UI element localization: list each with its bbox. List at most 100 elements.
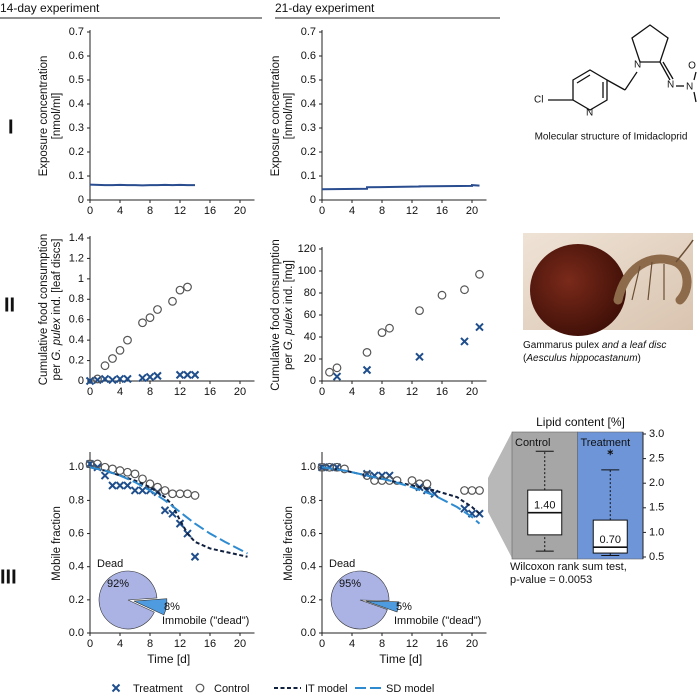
photo-caption-part: ( bbox=[523, 353, 527, 364]
pie-slice bbox=[98, 570, 158, 630]
y-tick-label: 100 bbox=[298, 265, 316, 277]
marker-circle bbox=[168, 296, 177, 306]
y-tick-label: 1.0 bbox=[301, 461, 316, 473]
marker-circle bbox=[175, 489, 185, 499]
pie-value-label: 5% bbox=[396, 601, 412, 613]
y-tick-label: 0.2 bbox=[301, 594, 316, 606]
marker-x bbox=[85, 376, 95, 386]
atom: Cl bbox=[534, 95, 543, 106]
legend-label: IT model bbox=[305, 683, 348, 695]
model-line bbox=[89, 466, 248, 558]
atom: N bbox=[634, 60, 641, 71]
photo-caption: (Aesculus hippocastanum) bbox=[523, 353, 641, 364]
y-axis-label-part: Cumulative food consumption bbox=[270, 239, 282, 391]
y-tick-label: 0.2 bbox=[69, 594, 84, 606]
marker-circle bbox=[362, 348, 372, 357]
line bbox=[321, 184, 480, 191]
column-title: 14-day experiment bbox=[0, 1, 100, 15]
marker-x bbox=[138, 373, 147, 383]
x-tick-label: 4 bbox=[349, 638, 355, 650]
photo bbox=[523, 233, 694, 336]
x-tick-label: 0 bbox=[87, 205, 93, 217]
x-tick-label: 12 bbox=[406, 638, 418, 650]
pie-slice bbox=[330, 570, 390, 630]
marker-circle bbox=[123, 467, 132, 477]
y-tick-label: 0.5 bbox=[649, 551, 664, 563]
legend-marker bbox=[111, 683, 121, 693]
y-axis-label-part: per bbox=[283, 350, 295, 370]
x-tick-label: 0 bbox=[319, 205, 325, 217]
pie-value-label: 95% bbox=[339, 578, 361, 590]
marker-x bbox=[460, 337, 469, 346]
y-tick-label: 2.0 bbox=[649, 477, 664, 489]
y-tick-label: 0.1 bbox=[69, 170, 84, 182]
marker-x bbox=[175, 370, 185, 380]
row-label: III bbox=[0, 566, 17, 588]
marker-circle bbox=[422, 479, 432, 489]
y-axis-label: Cumulative food consumption bbox=[38, 234, 50, 386]
marker-circle bbox=[437, 290, 447, 300]
model-line bbox=[321, 466, 481, 515]
y-tick-label: 0.0 bbox=[69, 627, 84, 639]
y-tick-label: 0.6 bbox=[301, 527, 316, 539]
pie-label: Dead bbox=[329, 558, 355, 570]
marker-x bbox=[108, 481, 117, 490]
marker-circle bbox=[100, 361, 110, 371]
marker-x bbox=[190, 370, 200, 380]
marker-circle bbox=[332, 363, 342, 373]
row-label: II bbox=[4, 294, 15, 316]
median-label: 0.70 bbox=[600, 534, 621, 546]
marker-circle bbox=[377, 328, 387, 338]
marker-x bbox=[85, 459, 95, 469]
y-tick-label: 2.5 bbox=[649, 453, 664, 465]
marker-x bbox=[153, 371, 162, 381]
photo-caption-part: and a leaf disc bbox=[599, 340, 666, 351]
y-axis-label: Exposure concentration bbox=[270, 56, 282, 177]
y-tick-label: 0.3 bbox=[69, 122, 84, 134]
y-tick-label: 1.2 bbox=[69, 252, 84, 264]
x-tick-label: 8 bbox=[379, 386, 385, 398]
marker-x bbox=[115, 374, 125, 384]
x-tick-label: 4 bbox=[349, 386, 355, 398]
marker-x bbox=[317, 463, 327, 472]
y-tick-label: 0.6 bbox=[301, 50, 316, 62]
marker-circle bbox=[467, 486, 477, 495]
molecule bbox=[548, 24, 697, 111]
y-tick-label: 0 bbox=[310, 375, 316, 387]
x-tick-label: 16 bbox=[436, 638, 448, 650]
y-axis-label-part: per bbox=[51, 361, 63, 381]
y-tick-label: 0.2 bbox=[69, 354, 84, 366]
pie-label: Immobile ("dead") bbox=[394, 615, 481, 627]
marker-circle bbox=[460, 486, 469, 495]
y-axis-label: [nmol/ml] bbox=[283, 93, 295, 140]
model-line bbox=[321, 466, 481, 525]
y-tick-label: 1 bbox=[78, 273, 84, 285]
line bbox=[89, 183, 195, 187]
marker-x bbox=[138, 486, 147, 495]
marker-circle bbox=[93, 459, 102, 469]
x-tick-label: 16 bbox=[204, 638, 216, 650]
marker-circle bbox=[138, 474, 147, 484]
marker-x bbox=[332, 372, 342, 381]
y-axis-label: [nmol/ml] bbox=[51, 93, 63, 140]
x-tick-label: 12 bbox=[406, 205, 418, 217]
marker-circle bbox=[385, 323, 394, 333]
legend-label: Treatment bbox=[133, 683, 183, 695]
y-axis-label-part: Exposure concentration bbox=[270, 56, 282, 177]
y-tick-label: 0.0 bbox=[301, 627, 316, 639]
y-axis-label-part: G. pulex bbox=[283, 306, 295, 350]
marker-circle bbox=[475, 486, 484, 495]
y-tick-label: 1.0 bbox=[69, 461, 84, 473]
marker-circle bbox=[115, 345, 125, 355]
y-tick-label: 0.4 bbox=[69, 98, 84, 110]
x-tick-label: 12 bbox=[174, 205, 186, 217]
y-tick-label: 80 bbox=[304, 287, 316, 299]
x-tick-label: 16 bbox=[204, 205, 216, 217]
photo-caption-part: Gammarus pulex bbox=[523, 340, 599, 351]
x-tick-label: 20 bbox=[466, 205, 478, 217]
note: p-value = 0.0053 bbox=[510, 574, 592, 586]
atom: N bbox=[667, 80, 674, 91]
y-axis-label-part: ind. [leaf discs] bbox=[51, 239, 63, 318]
y-tick-label: 1.5 bbox=[649, 502, 664, 514]
category-label: Treatment bbox=[581, 437, 631, 449]
